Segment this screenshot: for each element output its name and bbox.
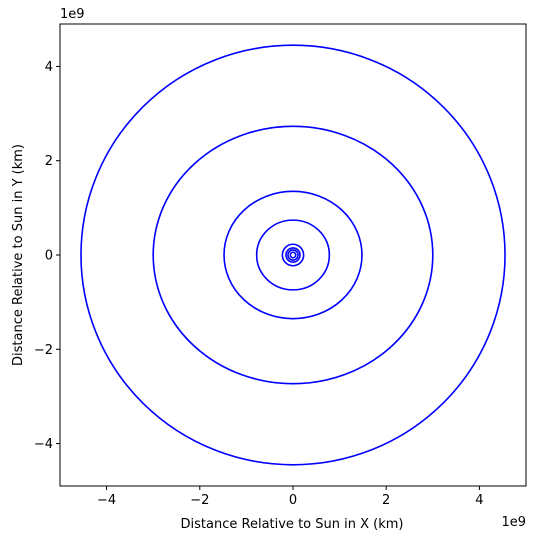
y-tick-label: 2 — [45, 154, 53, 169]
orbit-line-6 — [223, 190, 363, 320]
y-tick-label: 4 — [45, 60, 53, 75]
orbit-line-4 — [281, 243, 305, 267]
x-tick-label: −2 — [190, 493, 209, 508]
plot-area-frame — [59, 23, 527, 487]
orbit-series — [80, 44, 506, 466]
x-axis-label: Distance Relative to Sun in X (km) — [181, 517, 404, 532]
x-tick-label: −4 — [97, 493, 116, 508]
orbit-line-7 — [152, 125, 434, 385]
x-axis-ticks: −4 −2 0 2 4 — [97, 486, 484, 508]
y-axis-ticks: −4 −2 0 2 4 — [34, 60, 60, 452]
x-tick-label: 4 — [475, 493, 483, 508]
y-axis-label: Distance Relative to Sun in Y (km) — [11, 144, 26, 366]
y-tick-label: −4 — [34, 437, 53, 452]
orbit-line-8 — [80, 44, 506, 466]
orbit-line-2 — [287, 249, 299, 261]
x-tick-label: 2 — [382, 493, 390, 508]
orbit-line-3 — [285, 247, 301, 263]
x-tick-label: 0 — [289, 493, 297, 508]
orbit-line-1 — [289, 251, 297, 259]
x-axis-offset-label: 1e9 — [501, 515, 526, 530]
y-tick-label: −2 — [34, 343, 53, 358]
orbit-line-5 — [255, 219, 331, 291]
y-tick-label: 0 — [45, 249, 53, 264]
y-axis-offset-label: 1e9 — [60, 7, 85, 22]
